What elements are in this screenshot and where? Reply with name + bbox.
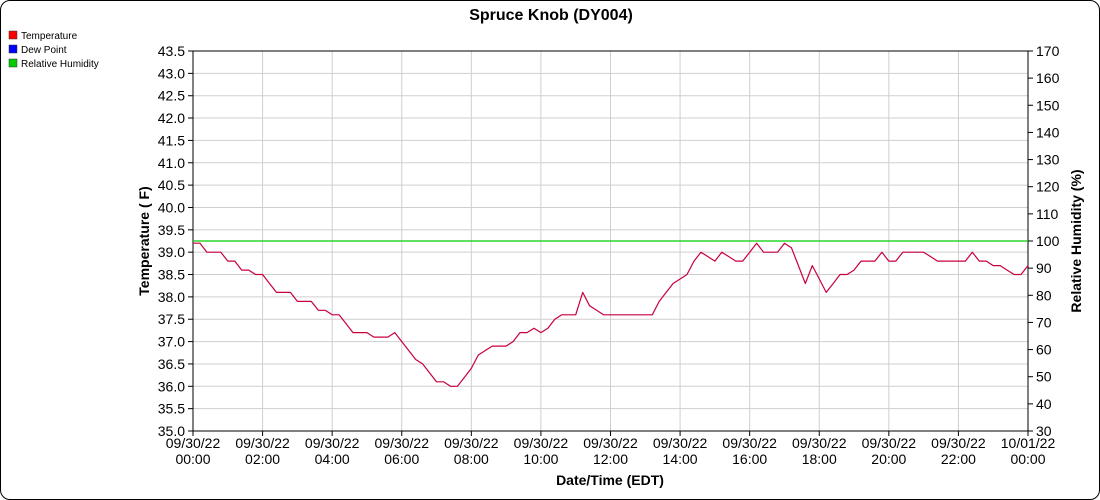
x-tick-date: 09/30/22 [931, 435, 986, 451]
y-tick-label: 40.5 [158, 177, 185, 193]
y2-tick-label: 110 [1036, 206, 1059, 222]
y2-tick-label: 80 [1036, 287, 1052, 303]
x-tick-date: 09/30/22 [235, 435, 290, 451]
y-tick-label: 42.0 [158, 110, 185, 126]
y2-tick-label: 60 [1036, 342, 1052, 358]
y-tick-label: 36.5 [158, 356, 185, 372]
x-axis-title: Date/Time (EDT) [556, 472, 664, 488]
x-tick-time: 22:00 [941, 451, 976, 467]
y-tick-label: 37.5 [158, 311, 185, 327]
y2-tick-label: 50 [1036, 369, 1052, 385]
y-tick-label: 35.0 [158, 423, 185, 439]
x-tick-time: 00:00 [175, 451, 210, 467]
x-tick-date: 09/30/22 [583, 435, 638, 451]
y2-tick-label: 30 [1036, 423, 1052, 439]
y2-tick-label: 170 [1036, 43, 1060, 59]
y2-tick-label: 150 [1036, 97, 1060, 113]
y-tick-label: 43.0 [158, 65, 185, 81]
y-tick-label: 39.5 [158, 222, 185, 238]
legend-label: Temperature [21, 31, 78, 42]
y2-tick-label: 100 [1036, 233, 1060, 249]
legend: Temperature Dew Point Relative Humidity [8, 30, 99, 70]
y-tick-label: 39.0 [158, 244, 185, 260]
y-tick-label: 38.0 [158, 289, 185, 305]
y-tick-label: 36.0 [158, 378, 185, 394]
y-tick-label: 37.0 [158, 334, 185, 350]
x-tick-date: 09/30/22 [305, 435, 360, 451]
y2-tick-label: 130 [1036, 152, 1060, 168]
legend-label: Dew Point [21, 45, 67, 56]
x-tick-time: 04:00 [315, 451, 350, 467]
x-tick-date: 09/30/22 [792, 435, 847, 451]
x-tick-time: 06:00 [384, 451, 419, 467]
y2-tick-label: 40 [1036, 396, 1052, 412]
y-tick-label: 41.5 [158, 132, 185, 148]
series-layer [193, 240, 1029, 387]
x-tick-date: 09/30/22 [862, 435, 917, 451]
y-tick-label: 41.0 [158, 155, 185, 171]
legend-label: Relative Humidity [21, 59, 99, 70]
y2-tick-label: 140 [1036, 124, 1060, 140]
series-line-temperature [193, 242, 1029, 387]
x-tick-date: 09/30/22 [722, 435, 777, 451]
x-tick-date: 09/30/22 [375, 435, 430, 451]
y2-tick-label: 90 [1036, 260, 1052, 276]
y-axis-title: Temperature ( F) [136, 186, 152, 295]
y-tick-label: 35.5 [158, 401, 185, 417]
y2-tick-label: 70 [1036, 314, 1052, 330]
x-axis: 09/30/2200:0009/30/2202:0009/30/2204:000… [166, 431, 1056, 467]
y-tick-label: 38.5 [158, 267, 185, 283]
legend-swatch [8, 58, 18, 68]
x-tick-time: 20:00 [871, 451, 906, 467]
y-tick-label: 40.0 [158, 199, 185, 215]
x-tick-time: 18:00 [802, 451, 837, 467]
x-tick-time: 10:00 [523, 451, 558, 467]
y2-tick-label: 160 [1036, 70, 1060, 86]
y-tick-label: 43.5 [158, 43, 185, 59]
x-tick-time: 00:00 [1010, 451, 1045, 467]
y2-axis-title: Relative Humidity (%) [1068, 169, 1084, 312]
x-tick-time: 16:00 [732, 451, 767, 467]
x-tick-time: 02:00 [245, 451, 280, 467]
y2-tick-label: 120 [1036, 179, 1060, 195]
x-tick-date: 09/30/22 [653, 435, 708, 451]
y-tick-label: 42.5 [158, 88, 185, 104]
legend-swatch [8, 30, 18, 40]
chart-title: Spruce Knob (DY004) [469, 7, 633, 24]
x-tick-date: 10/01/22 [1001, 435, 1056, 451]
x-tick-time: 14:00 [663, 451, 698, 467]
y-axis-left: 35.0 35.5 36.0 36.5 37.0 37.5 38.0 38.5 39.0 39.5… [158, 43, 193, 439]
x-tick-date: 09/30/22 [514, 435, 569, 451]
y-axis-right: 30 40 50 60 70 80 90 100 110 120 130 140 150 160 170 [1028, 43, 1060, 439]
x-tick-time: 12:00 [593, 451, 628, 467]
x-tick-time: 08:00 [454, 451, 489, 467]
x-tick-date: 09/30/22 [166, 435, 221, 451]
x-tick-date: 09/30/22 [444, 435, 499, 451]
legend-swatch [8, 44, 18, 54]
